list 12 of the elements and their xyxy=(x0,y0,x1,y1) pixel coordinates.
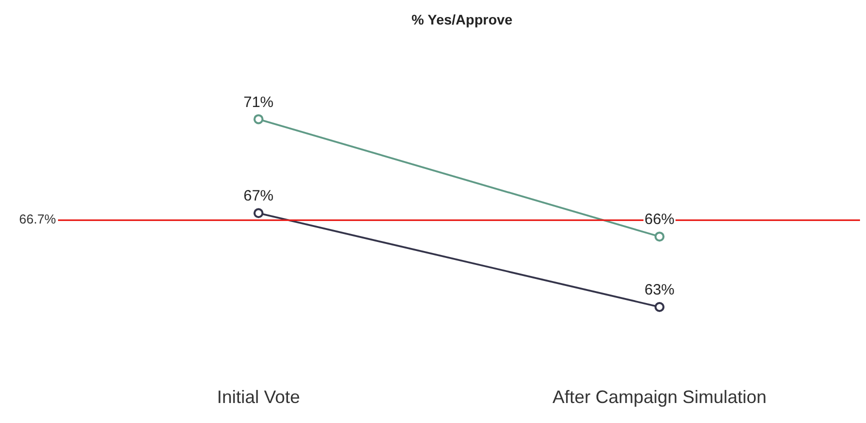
point xyxy=(254,114,264,124)
ref-line-label: 66.7% xyxy=(19,212,56,227)
data-label: 67% xyxy=(243,188,274,205)
point xyxy=(654,232,664,242)
point xyxy=(254,208,264,218)
point xyxy=(654,302,664,312)
data-label: 66% xyxy=(644,211,675,228)
data-label: 63% xyxy=(644,282,675,299)
x-tick-label: After Campaign Simulation xyxy=(552,387,767,408)
data-label: 71% xyxy=(243,94,274,111)
chart-title: % Yes/Approve xyxy=(412,11,513,28)
x-tick-label: Initial Vote xyxy=(216,387,300,408)
